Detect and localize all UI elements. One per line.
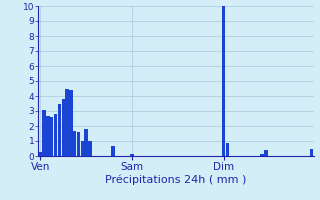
Bar (111, 146, 115, 156)
Bar (61, 99, 65, 156)
Bar (264, 150, 268, 156)
Bar (46, 116, 50, 156)
Bar (310, 148, 313, 156)
Bar (130, 154, 134, 156)
Bar (88, 141, 92, 156)
Bar (81, 141, 84, 156)
Bar (260, 154, 264, 156)
Bar (58, 104, 61, 156)
Bar (226, 142, 229, 156)
Bar (84, 129, 88, 156)
Bar (69, 90, 73, 156)
Bar (54, 114, 57, 156)
Bar (50, 117, 53, 156)
Bar (43, 110, 46, 156)
Bar (77, 132, 80, 156)
Bar (222, 6, 226, 156)
X-axis label: Précipitations 24h ( mm ): Précipitations 24h ( mm ) (105, 174, 247, 185)
Bar (73, 130, 76, 156)
Bar (39, 152, 42, 156)
Bar (65, 88, 69, 156)
